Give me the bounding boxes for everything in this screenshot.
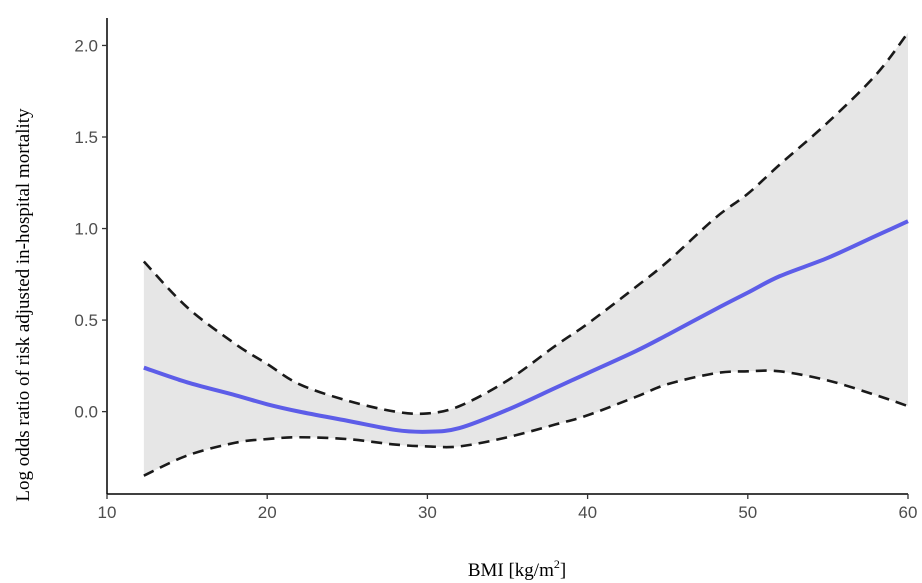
upper-ci-line <box>142 31 910 416</box>
x-tick-label: 40 <box>578 503 597 522</box>
y-tick-label: 2.0 <box>74 36 98 55</box>
y-axis-title: Log odds ratio of risk adjusted in-hospi… <box>13 108 34 502</box>
x-axis-ticks: 10 20 30 40 50 60 <box>98 494 918 522</box>
y-tick-label: 1.5 <box>74 128 98 147</box>
x-axis-title: BMI [kg/m2] <box>468 557 566 581</box>
y-tick-label: 0.5 <box>74 311 98 330</box>
estimate-line <box>143 219 909 434</box>
x-tick-label: 60 <box>899 503 918 522</box>
x-tick-label: 30 <box>418 503 437 522</box>
confidence-band <box>143 32 909 476</box>
lower-ci-line <box>143 369 909 477</box>
x-tick-label: 20 <box>258 503 277 522</box>
y-tick-label: 1.0 <box>74 220 98 239</box>
x-tick-label: 10 <box>98 503 117 522</box>
y-axis-ticks: 0.0 0.5 1.0 1.5 2.0 <box>74 36 107 422</box>
y-tick-label: 0.0 <box>74 403 98 422</box>
x-tick-label: 50 <box>738 503 757 522</box>
plot-area <box>142 31 910 477</box>
